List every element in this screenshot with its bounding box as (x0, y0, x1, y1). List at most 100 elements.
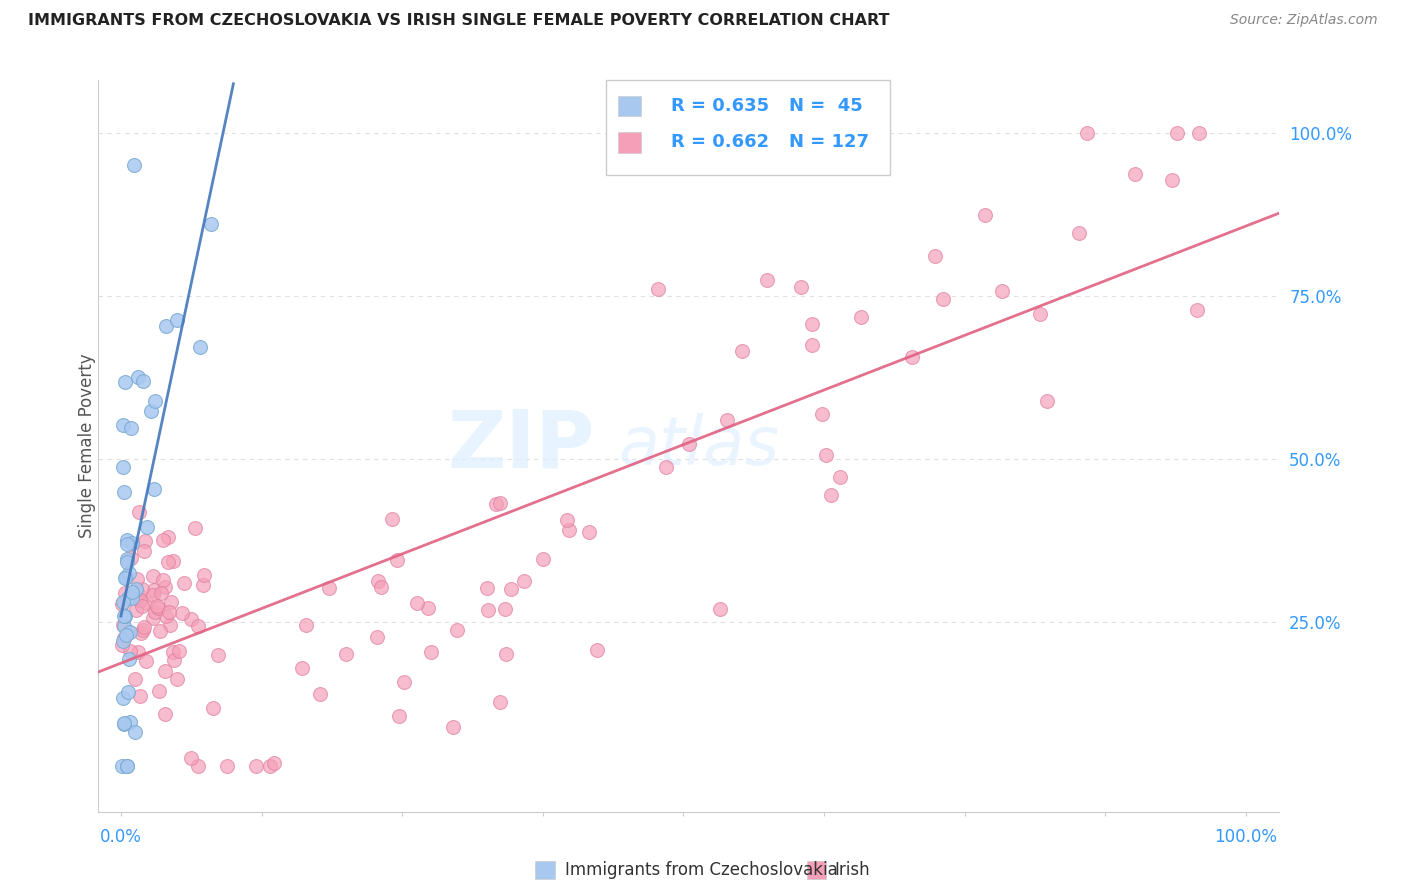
Point (115, 759, 138, 773)
Point (188, 340, 211, 354)
Point (245, 759, 267, 773)
Point (132, 620, 155, 634)
Point (309, 687, 332, 701)
Point (335, 647, 357, 661)
Point (115, 533, 138, 547)
Point (1160, 173, 1182, 187)
Point (932, 292, 955, 306)
Text: ZIP: ZIP (447, 407, 595, 485)
Point (730, 343, 752, 358)
Point (200, 217, 222, 231)
Point (121, 591, 143, 606)
Point (974, 208, 997, 222)
Point (117, 759, 139, 773)
Point (187, 759, 209, 773)
Point (800, 338, 823, 352)
Point (131, 582, 153, 597)
Point (124, 158, 146, 172)
Bar (807, 861, 827, 880)
Point (112, 632, 135, 646)
Point (148, 601, 170, 615)
Point (388, 708, 411, 723)
Point (263, 756, 285, 770)
Point (112, 715, 135, 730)
Point (495, 648, 517, 662)
Point (1188, 126, 1211, 140)
Point (114, 608, 136, 623)
Point (134, 543, 156, 558)
Point (157, 605, 180, 619)
Point (125, 602, 148, 616)
Point (141, 568, 163, 582)
Point (142, 482, 165, 496)
Point (146, 599, 169, 614)
Point (121, 585, 143, 599)
Point (114, 571, 136, 585)
Point (184, 521, 207, 535)
Point (488, 695, 510, 709)
Point (139, 404, 162, 418)
Point (678, 436, 700, 450)
Point (111, 460, 134, 475)
Point (1076, 126, 1098, 140)
Point (153, 706, 176, 721)
Point (187, 618, 209, 632)
Point (125, 591, 148, 606)
Point (120, 421, 142, 435)
Point (820, 487, 842, 501)
Point (127, 369, 149, 384)
Point (135, 654, 157, 668)
Point (112, 690, 135, 705)
Text: N = 127: N = 127 (789, 134, 869, 152)
Point (513, 574, 536, 588)
Point (131, 626, 153, 640)
Point (152, 574, 174, 588)
Point (166, 672, 188, 686)
Point (558, 523, 581, 537)
Point (118, 715, 141, 730)
Point (129, 593, 152, 607)
Point (120, 644, 142, 658)
Point (135, 596, 157, 610)
Point (406, 596, 429, 610)
Point (155, 318, 177, 333)
Point (149, 624, 172, 639)
Point (131, 624, 153, 638)
Point (419, 645, 441, 659)
Point (111, 597, 134, 611)
Point (112, 609, 135, 624)
Point (851, 310, 873, 324)
Text: Immigrants from Czechoslovakia: Immigrants from Czechoslovakia (565, 862, 838, 880)
Point (115, 551, 138, 566)
Point (143, 582, 166, 597)
Point (800, 317, 823, 331)
Point (157, 555, 180, 569)
Point (716, 412, 738, 426)
Point (477, 603, 499, 617)
Point (585, 643, 607, 657)
Point (1067, 226, 1090, 240)
Point (207, 648, 229, 663)
Point (814, 448, 837, 462)
Point (790, 280, 813, 294)
Point (418, 600, 440, 615)
Text: Source: ZipAtlas.com: Source: ZipAtlas.com (1230, 13, 1378, 28)
Point (159, 595, 181, 609)
Point (125, 582, 148, 597)
Text: R = 0.635: R = 0.635 (671, 97, 769, 115)
Point (112, 633, 135, 648)
Bar (606, 80, 890, 176)
Point (142, 611, 165, 625)
Point (149, 586, 172, 600)
Point (117, 684, 139, 698)
Bar (619, 132, 641, 153)
Point (555, 513, 578, 527)
Point (120, 551, 142, 566)
Point (1123, 167, 1146, 181)
Point (114, 570, 136, 584)
Point (159, 618, 181, 632)
Point (499, 582, 522, 597)
Point (117, 591, 139, 606)
Point (367, 574, 389, 589)
Point (1187, 303, 1209, 318)
